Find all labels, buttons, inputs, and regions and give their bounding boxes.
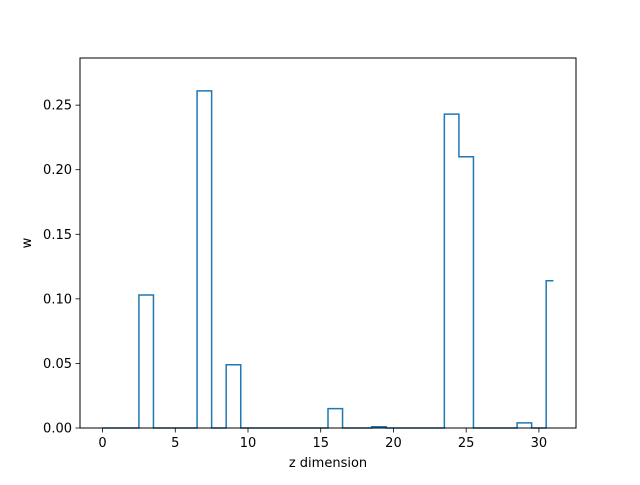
y-tick-label: 0.20 xyxy=(43,163,72,178)
y-tick-label: 0.00 xyxy=(43,422,72,437)
y-axis-label: w xyxy=(20,237,35,248)
y-tick-label: 0.25 xyxy=(43,99,72,114)
y-tick-label: 0.05 xyxy=(43,357,72,372)
x-tick-label: 15 xyxy=(312,436,329,451)
x-tick-label: 20 xyxy=(385,436,402,451)
y-tick-label: 0.15 xyxy=(43,228,72,243)
x-tick-label: 30 xyxy=(531,436,548,451)
y-tick-label: 0.10 xyxy=(43,292,72,307)
x-axis-label: z dimension xyxy=(289,456,367,471)
x-tick-label: 5 xyxy=(171,436,179,451)
x-tick-label: 25 xyxy=(458,436,475,451)
x-axis-ticks: 0 5 10 15 20 25 30 xyxy=(98,428,547,451)
x-tick-label: 10 xyxy=(240,436,257,451)
axes-frame xyxy=(79,57,577,429)
x-tick-label: 0 xyxy=(98,436,106,451)
y-axis-ticks: 0.00 0.05 0.10 0.15 0.20 0.25 xyxy=(43,99,80,437)
